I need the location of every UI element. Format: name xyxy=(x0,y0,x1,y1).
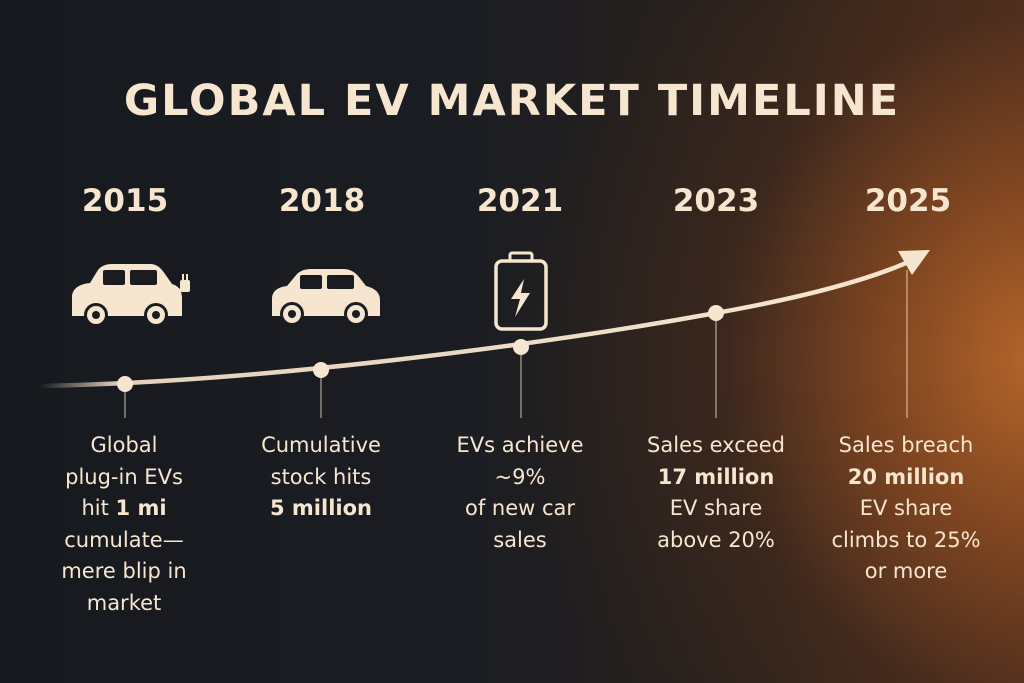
arrow-head-icon xyxy=(898,250,930,275)
milestone-description-2021: EVs achieve ~9% of new car sales xyxy=(456,433,584,552)
year-label-2023: 2023 xyxy=(672,183,760,219)
timeline-curve xyxy=(37,256,918,389)
year-label-2015: 2015 xyxy=(81,183,169,219)
milestone-description-2023: Sales exceed 17 million EV share above 2… xyxy=(647,433,785,552)
milestone-dot-2021 xyxy=(513,339,529,355)
milestone-dot-2015 xyxy=(117,376,133,392)
car-icon xyxy=(272,269,380,326)
year-label-2018: 2018 xyxy=(278,183,366,219)
year-label-2025: 2025 xyxy=(864,183,952,219)
ev-car-with-plug-icon xyxy=(72,264,190,327)
battery-charging-icon xyxy=(494,251,548,331)
milestone-dot-2023 xyxy=(708,305,724,321)
milestone-description-2018: Cumulative stock hits 5 million xyxy=(261,433,381,520)
year-label-2021: 2021 xyxy=(476,183,564,219)
milestone-description-2025: Sales breach 20 million EV share climbs … xyxy=(831,433,981,583)
milestone-description-2015: Global plug-in EVs hit 1 mi cumulate— me… xyxy=(61,433,187,615)
milestone-dot-2018 xyxy=(313,362,329,378)
page-title: GLOBAL EV MARKET TIMELINE xyxy=(123,76,901,126)
